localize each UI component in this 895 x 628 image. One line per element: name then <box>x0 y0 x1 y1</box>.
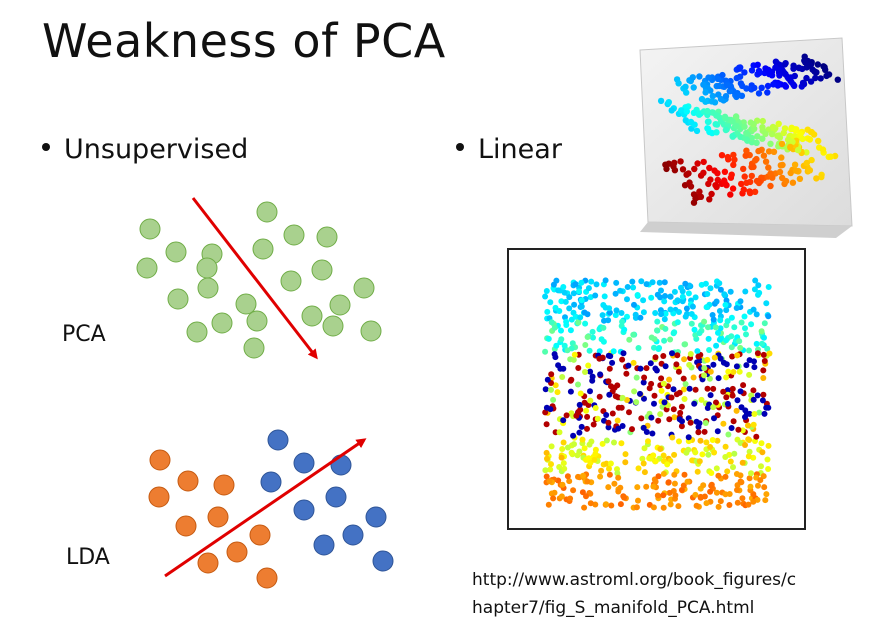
pca-point <box>235 293 257 315</box>
s-manifold-3d-image <box>639 37 853 238</box>
lda-blue-point <box>293 452 315 474</box>
lda-blue-point <box>325 486 347 508</box>
pca-point <box>252 238 274 260</box>
lda-orange-point <box>175 515 197 537</box>
lda-blue-point <box>365 506 387 528</box>
bullet-dot-icon <box>456 142 464 151</box>
url-line-2: hapter7/fig_S_manifold_PCA.html <box>472 598 755 618</box>
lda-orange-point <box>256 567 278 589</box>
lda-label: LDA <box>66 545 110 570</box>
pca-label: PCA <box>62 322 106 347</box>
bullet-linear: Linear <box>456 134 562 165</box>
pca-point <box>186 321 208 343</box>
pca-point <box>139 218 161 240</box>
pca-point <box>246 310 268 332</box>
lda-blue-point <box>342 524 364 546</box>
lda-blue-point <box>260 471 282 493</box>
pca-point <box>197 277 219 299</box>
lda-orange-point <box>207 506 229 528</box>
pca-point <box>243 337 265 359</box>
pca-point <box>360 320 382 342</box>
s-manifold-pca-projection-image <box>507 248 806 530</box>
pca-point-cloud <box>136 201 382 359</box>
lda-orange-point <box>213 474 235 496</box>
pca-point <box>322 315 344 337</box>
pca-point <box>283 224 305 246</box>
pca-point <box>329 294 351 316</box>
pca-point <box>165 241 187 263</box>
pca-point <box>256 201 278 223</box>
source-url[interactable]: http://www.astroml.org/book_figures/c ha… <box>472 566 892 622</box>
slide-title: Weakness of PCA <box>42 14 446 68</box>
lda-orange-class <box>148 449 278 589</box>
bullet-unsupervised-text: Unsupervised <box>64 134 249 165</box>
lda-direction-arrow <box>164 438 367 578</box>
lda-orange-point <box>226 541 248 563</box>
pca-point <box>316 226 338 248</box>
lda-blue-point <box>267 429 289 451</box>
lda-orange-point <box>249 524 271 546</box>
url-line-1: http://www.astroml.org/book_figures/c <box>472 570 797 590</box>
lda-blue-point <box>313 534 335 556</box>
pca-point <box>301 305 323 327</box>
bullet-linear-text: Linear <box>478 134 562 165</box>
lda-blue-point <box>293 499 315 521</box>
lda-blue-point <box>330 454 352 476</box>
lda-blue-point <box>372 550 394 572</box>
pca-point <box>211 312 233 334</box>
pca-direction-arrow <box>191 197 318 360</box>
lda-orange-point <box>197 552 219 574</box>
lda-orange-point <box>149 449 171 471</box>
pca-point <box>196 257 218 279</box>
pca-point <box>353 277 375 299</box>
lda-blue-class <box>260 429 394 572</box>
bullet-unsupervised: Unsupervised <box>42 134 248 165</box>
lda-orange-point <box>177 470 199 492</box>
bullet-dot-icon <box>42 142 50 151</box>
pca-point <box>280 270 302 292</box>
lda-orange-point <box>148 486 170 508</box>
pca-point <box>167 288 189 310</box>
pca-point <box>136 257 158 279</box>
pca-point <box>311 259 333 281</box>
